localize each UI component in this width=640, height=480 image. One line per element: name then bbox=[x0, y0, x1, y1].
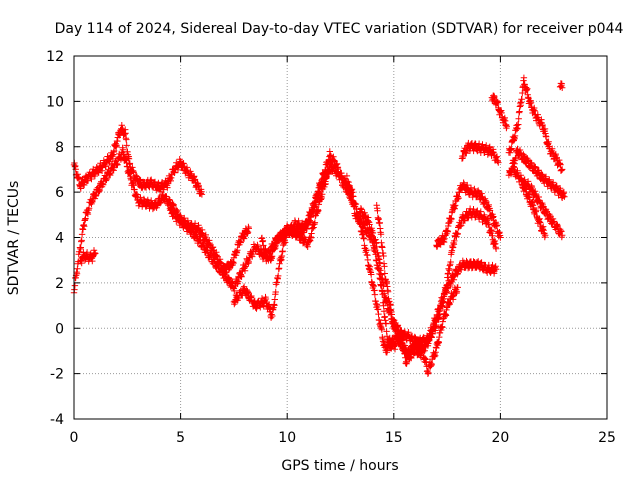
y-tick-label: 2 bbox=[55, 276, 64, 292]
x-axis-label: GPS time / hours bbox=[281, 458, 398, 474]
series-markers bbox=[230, 158, 397, 356]
y-tick-label: 0 bbox=[55, 321, 64, 337]
series-arc-17 bbox=[556, 80, 566, 91]
series-markers bbox=[77, 247, 99, 267]
y-tick-label: 4 bbox=[55, 231, 64, 247]
series-arc-6 bbox=[258, 166, 333, 264]
x-tick-label: 15 bbox=[385, 430, 403, 446]
y-tick-label: 12 bbox=[46, 49, 64, 65]
plot-data bbox=[70, 74, 568, 377]
series-arc-14 bbox=[505, 145, 568, 201]
y-tick-label: 6 bbox=[55, 185, 64, 201]
x-tick-label: 5 bbox=[176, 430, 185, 446]
y-tick-label: -2 bbox=[50, 367, 64, 383]
series-arc-3 bbox=[77, 247, 99, 267]
series-arc-1 bbox=[70, 122, 206, 198]
series-markers bbox=[373, 202, 500, 362]
series-markers bbox=[458, 139, 502, 166]
series-markers bbox=[488, 92, 510, 132]
x-tick-label: 0 bbox=[70, 430, 79, 446]
series-markers bbox=[505, 145, 568, 201]
y-tick-label: 8 bbox=[55, 140, 64, 156]
x-tick-label: 10 bbox=[278, 430, 296, 446]
y-tick-label: 10 bbox=[46, 94, 64, 110]
series-markers bbox=[433, 179, 504, 250]
series-arc-5 bbox=[230, 158, 397, 356]
series-arc-11 bbox=[458, 139, 502, 166]
series-markers bbox=[518, 176, 549, 241]
series-arc-13 bbox=[505, 74, 566, 174]
x-tick-label: 25 bbox=[598, 430, 616, 446]
series-arc-9 bbox=[373, 202, 500, 362]
chart-title: Day 114 of 2024, Sidereal Day-to-day VTE… bbox=[55, 21, 624, 37]
series-markers bbox=[556, 80, 566, 91]
y-axis-label: SDTVAR / TECUs bbox=[6, 181, 22, 296]
x-tick-label: 20 bbox=[491, 430, 509, 446]
series-arc-10 bbox=[433, 179, 504, 250]
series-markers bbox=[505, 74, 566, 174]
y-tick-label: -4 bbox=[50, 412, 64, 428]
series-arc-12 bbox=[488, 92, 510, 132]
series-markers bbox=[70, 122, 206, 198]
axis-ticks: 0 5 10 15 20 25 -4 -2 0 2 4 6 8 10 12 bbox=[46, 49, 616, 446]
series-markers bbox=[258, 166, 333, 264]
grid bbox=[74, 56, 607, 419]
series-arc-16 bbox=[518, 176, 549, 241]
